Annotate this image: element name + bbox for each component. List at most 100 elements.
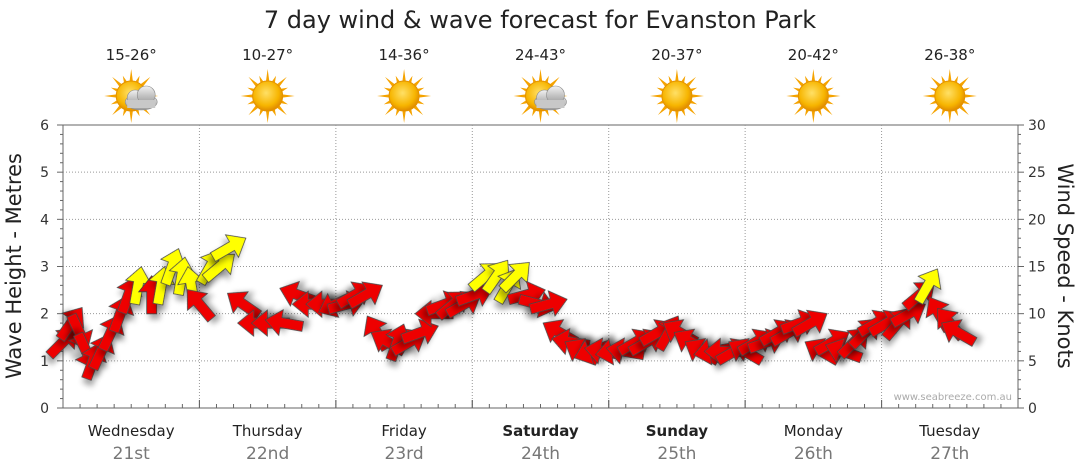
sun-ray bbox=[112, 76, 123, 88]
sun-ray bbox=[657, 76, 669, 88]
left-tick-label: 4 bbox=[40, 212, 49, 228]
temperature-range: 10-27° bbox=[242, 46, 293, 64]
sun-ray bbox=[685, 104, 697, 116]
wind-arrow bbox=[335, 281, 373, 310]
sun-ray bbox=[690, 94, 704, 98]
x-axis-labels: Wednesday 21st Thursday 22nd Friday 23rd Satur… bbox=[88, 422, 981, 464]
right-tick-label: 0 bbox=[1028, 401, 1037, 417]
sun-ray bbox=[521, 76, 532, 88]
left-tick-label: 3 bbox=[40, 260, 49, 276]
sun-ray bbox=[248, 104, 260, 116]
day-label: Monday bbox=[784, 422, 843, 440]
sun-ray bbox=[821, 104, 833, 116]
sun-icon bbox=[786, 69, 841, 123]
right-y-axis: 0 5 10 15 20 25 30 bbox=[1018, 118, 1046, 417]
date-label: 24th bbox=[521, 444, 560, 464]
sun-ray bbox=[958, 104, 969, 116]
sun-ray bbox=[786, 94, 800, 98]
wind-arrows bbox=[45, 234, 978, 381]
sun-ray bbox=[104, 94, 118, 98]
sun-ray bbox=[129, 109, 134, 123]
sun-disc bbox=[388, 80, 420, 112]
sun-icon bbox=[922, 69, 977, 123]
right-tick-label: 15 bbox=[1028, 260, 1046, 276]
day-label: Friday bbox=[381, 422, 427, 440]
partly-cloudy-icon bbox=[513, 69, 568, 123]
date-label: 27th bbox=[930, 444, 969, 464]
sun-disc bbox=[797, 80, 829, 112]
sun-ray bbox=[265, 69, 270, 83]
sun-ray bbox=[549, 76, 560, 88]
sun-ray bbox=[402, 69, 406, 83]
weather-row: 15-26° 10-27° 14-36° 24-43° 20-37° 20-42° 26-3… bbox=[104, 46, 977, 123]
cloud-shape bbox=[534, 85, 567, 111]
sun-icon bbox=[240, 69, 295, 123]
day-label: Thursday bbox=[232, 422, 303, 440]
sun-ray bbox=[265, 109, 270, 123]
temperature-range: 14-36° bbox=[379, 46, 430, 64]
date-label: 21st bbox=[113, 444, 150, 464]
sun-icon bbox=[649, 69, 704, 123]
wind-arrow bbox=[264, 309, 305, 337]
temperature-range: 20-42° bbox=[788, 46, 839, 64]
sun-ray bbox=[794, 76, 805, 88]
day-label: Saturday bbox=[502, 422, 579, 440]
sun-ray bbox=[675, 109, 679, 123]
sun-ray bbox=[685, 76, 697, 88]
sun-ray bbox=[657, 104, 669, 116]
sun-ray bbox=[811, 69, 816, 83]
cloud-shape bbox=[124, 85, 158, 111]
right-tick-label: 5 bbox=[1028, 354, 1037, 370]
partly-cloudy-icon bbox=[104, 69, 159, 123]
credit-text: www.seabreeze.com.au bbox=[894, 392, 1012, 403]
day-label: Tuesday bbox=[918, 422, 980, 440]
date-label: 23rd bbox=[385, 444, 424, 464]
wind-arrow bbox=[186, 289, 217, 323]
sun-ray bbox=[958, 76, 969, 88]
sun-ray bbox=[538, 109, 543, 123]
wind-arrow bbox=[209, 234, 247, 262]
wind-arrow bbox=[791, 309, 828, 338]
sun-ray bbox=[112, 104, 123, 116]
wind-arrow bbox=[913, 268, 942, 305]
temperature-range: 20-37° bbox=[651, 46, 702, 64]
sun-ray bbox=[947, 109, 952, 123]
sun-ray bbox=[129, 69, 134, 83]
temperature-range: 26-38° bbox=[924, 46, 975, 64]
sun-ray bbox=[240, 94, 254, 98]
sun-ray bbox=[794, 104, 805, 116]
wind-arrow bbox=[940, 319, 978, 347]
sun-ray bbox=[947, 69, 952, 83]
right-tick-label: 10 bbox=[1028, 307, 1046, 323]
sun-ray bbox=[402, 109, 406, 123]
sun-ray bbox=[412, 76, 424, 88]
sun-ray bbox=[675, 69, 679, 83]
sun-ray bbox=[930, 76, 942, 88]
right-tick-label: 25 bbox=[1028, 165, 1046, 181]
sun-ray bbox=[811, 109, 816, 123]
sun-ray bbox=[276, 76, 287, 88]
sun-disc bbox=[252, 80, 284, 112]
right-axis-label: Wind Speed - Knots bbox=[1053, 163, 1077, 368]
sun-ray bbox=[276, 104, 287, 116]
sun-ray bbox=[281, 94, 295, 98]
left-y-axis: 0 1 2 3 4 5 6 bbox=[40, 118, 63, 417]
sun-ray bbox=[821, 76, 833, 88]
wind-arrow bbox=[346, 281, 383, 310]
sun-ray bbox=[384, 104, 396, 116]
sun-disc bbox=[934, 80, 966, 112]
right-tick-label: 20 bbox=[1028, 212, 1046, 228]
wind-arrow bbox=[528, 290, 568, 317]
day-label: Wednesday bbox=[88, 422, 175, 440]
sun-disc bbox=[661, 80, 693, 112]
sun-ray bbox=[827, 94, 841, 98]
date-label: 22nd bbox=[246, 444, 289, 464]
sun-ray bbox=[922, 94, 936, 98]
sun-ray bbox=[248, 76, 260, 88]
temperature-range: 15-26° bbox=[106, 46, 157, 64]
left-tick-label: 1 bbox=[40, 354, 49, 370]
left-tick-label: 6 bbox=[40, 118, 49, 134]
sun-ray bbox=[649, 94, 664, 98]
sun-ray bbox=[139, 76, 151, 88]
